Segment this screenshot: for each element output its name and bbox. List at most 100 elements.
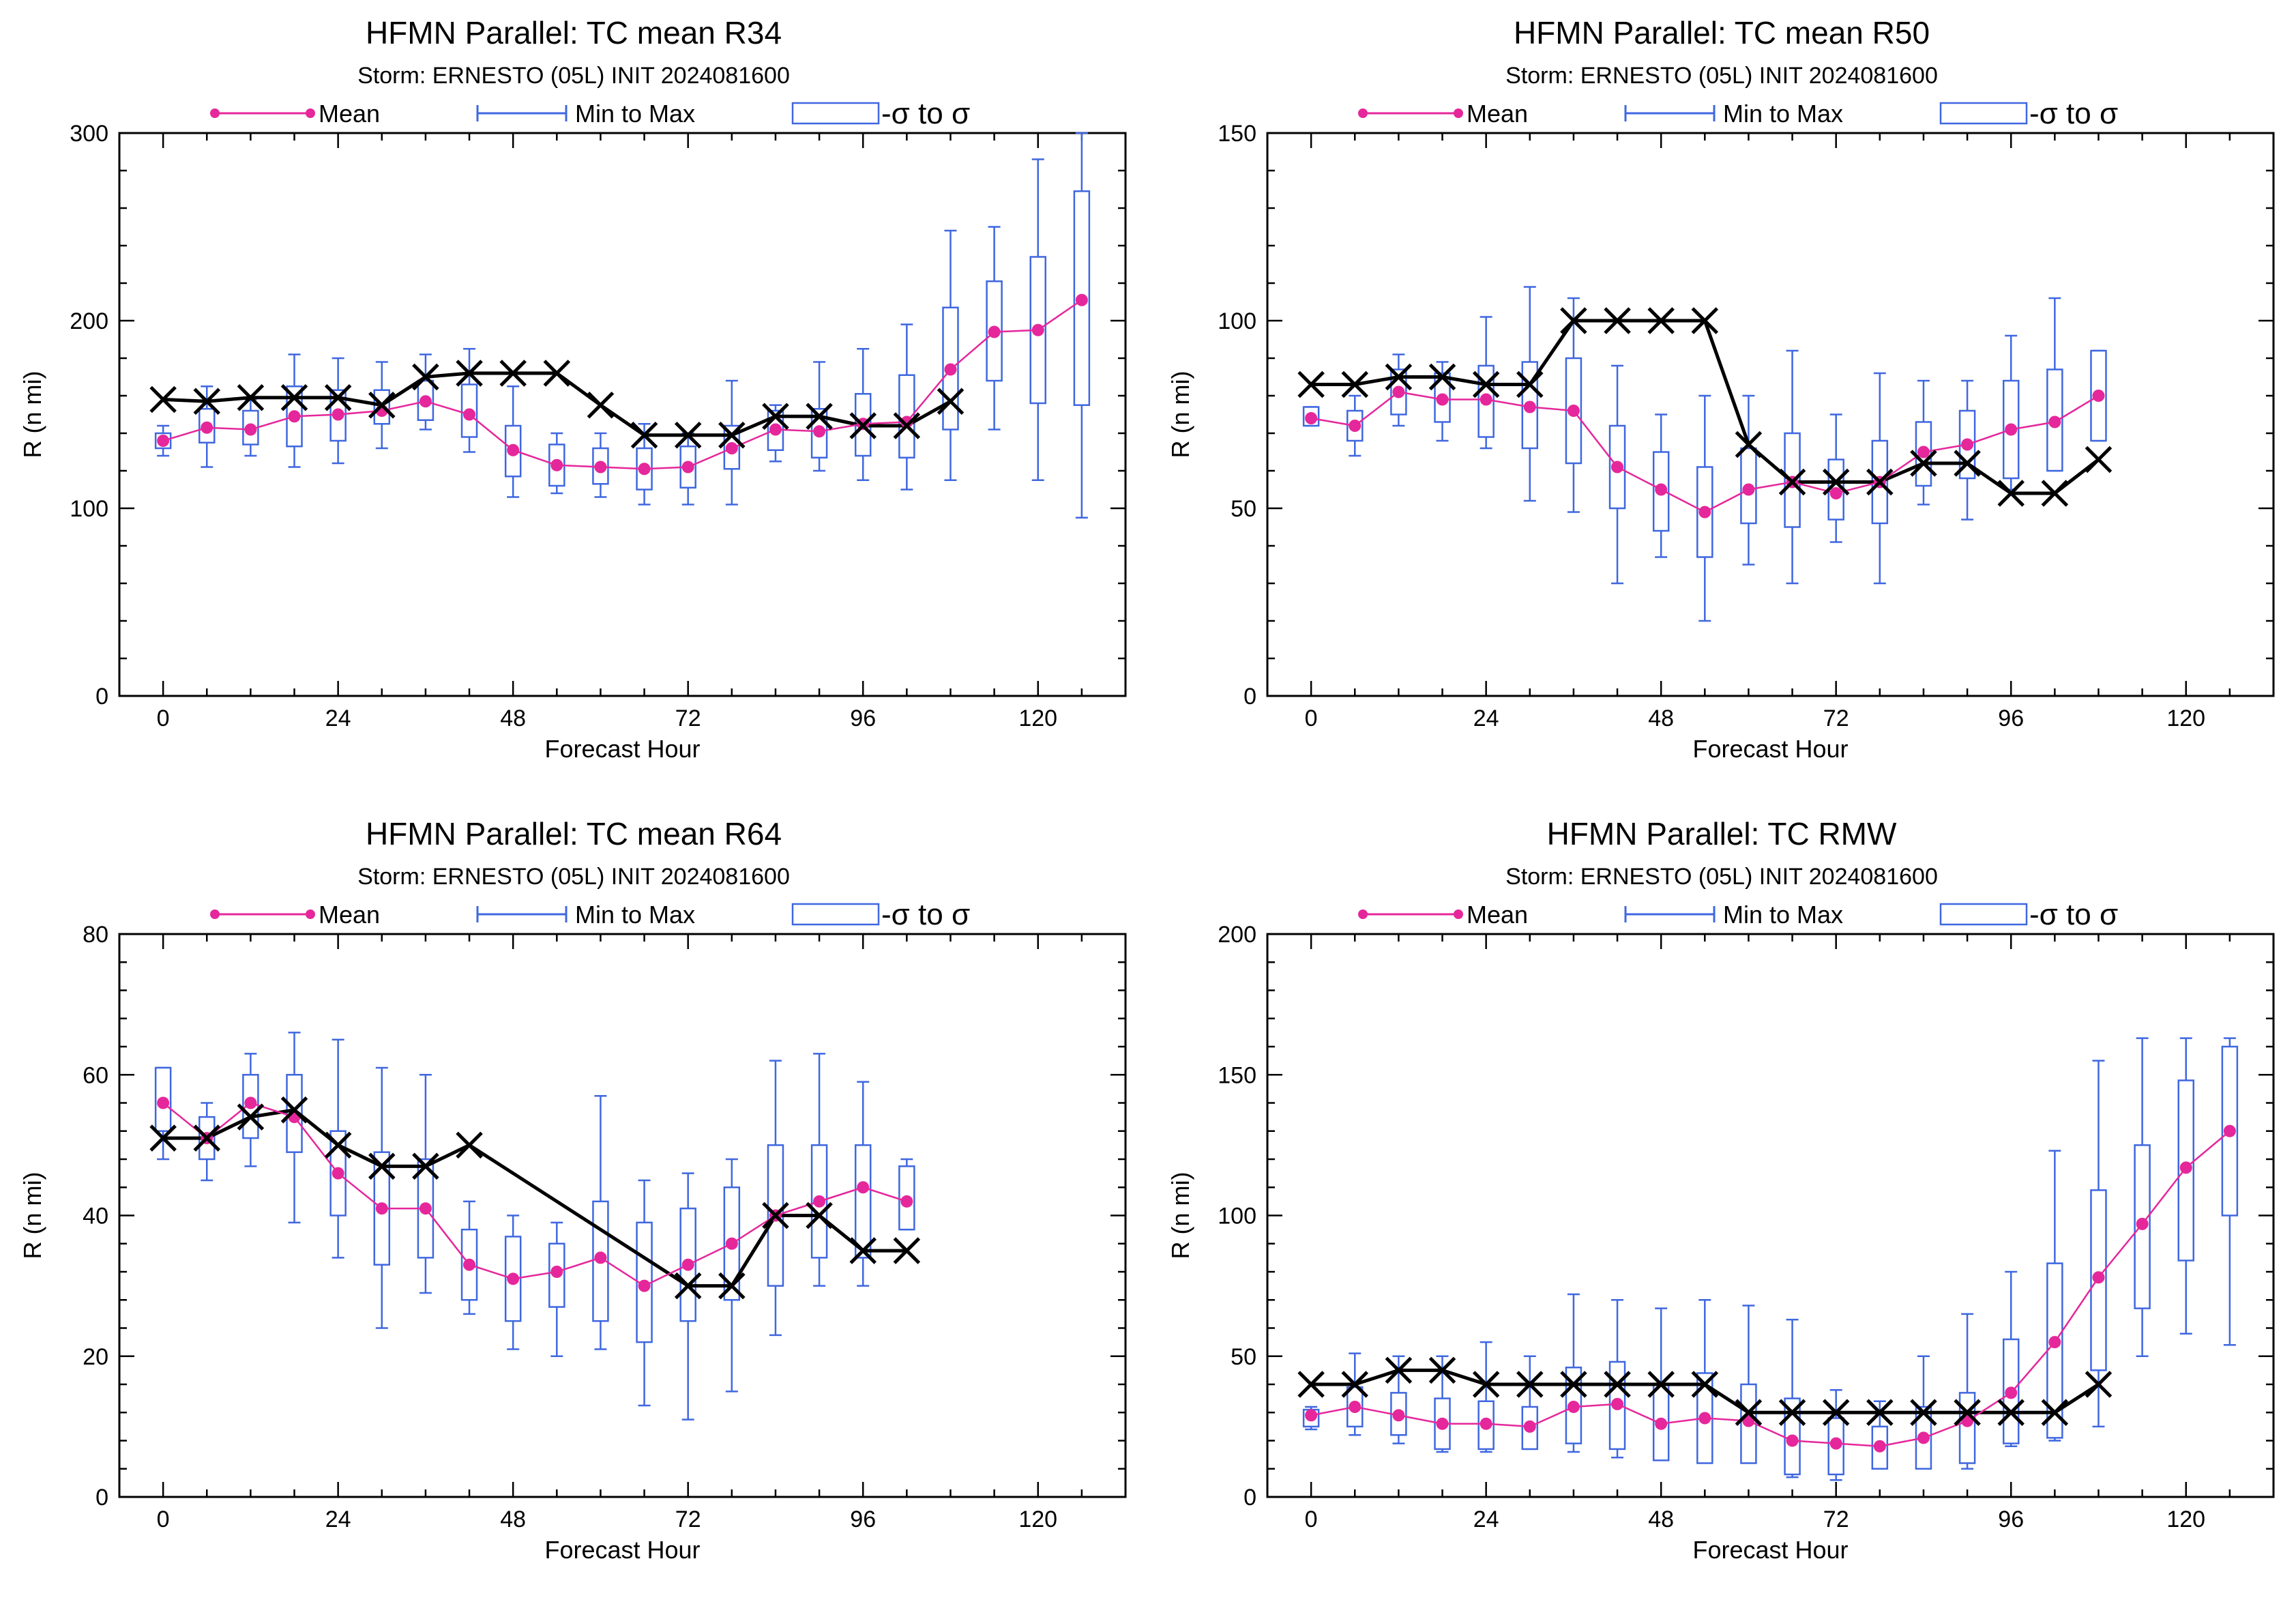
mean-point bbox=[550, 458, 563, 471]
chart-panel-rmw: HFMN Parallel: TC RMW Storm: ERNESTO (05L… bbox=[1148, 801, 2296, 1602]
chart-title: HFMN Parallel: TC mean R64 bbox=[366, 816, 782, 851]
x-tick-label: 96 bbox=[1998, 1506, 2024, 1532]
observed-marker bbox=[237, 383, 265, 411]
x-tick-label: 48 bbox=[500, 1506, 526, 1532]
legend-mean-marker bbox=[1358, 108, 1368, 118]
mean-point bbox=[900, 1195, 913, 1208]
chart-panel-r50: HFMN Parallel: TC mean R50 Storm: ERNESTO… bbox=[1148, 0, 2296, 801]
y-tick-label: 100 bbox=[1218, 308, 1256, 334]
observed-marker bbox=[1735, 431, 1763, 458]
chart-subtitle: Storm: ERNESTO (05L) INIT 2024081600 bbox=[357, 864, 790, 890]
observed-marker bbox=[1647, 1371, 1675, 1398]
observed-marker bbox=[937, 388, 965, 416]
observed-marker bbox=[368, 391, 396, 419]
observed-marker bbox=[893, 1237, 921, 1264]
observed-marker bbox=[1910, 450, 1937, 477]
observed-marker bbox=[543, 360, 571, 387]
y-tick-label: 0 bbox=[95, 1485, 108, 1511]
chart-subtitle: Storm: ERNESTO (05L) INIT 2024081600 bbox=[1505, 63, 1938, 89]
mean-point bbox=[2092, 1271, 2105, 1284]
mean-point bbox=[1698, 506, 1711, 519]
y-tick-label: 50 bbox=[1231, 496, 1256, 522]
y-tick-label: 60 bbox=[83, 1062, 108, 1088]
observed-marker bbox=[762, 1202, 789, 1229]
observed-marker bbox=[1297, 370, 1325, 398]
mean-point bbox=[288, 410, 301, 423]
x-tick-label: 120 bbox=[2166, 705, 2205, 731]
observed-marker bbox=[718, 421, 746, 449]
observed-marker bbox=[1472, 370, 1500, 398]
legend-sigma-box bbox=[1939, 102, 2028, 125]
legend-sigma-label: -σ to σ bbox=[2029, 898, 2118, 931]
y-tick-label: 100 bbox=[70, 496, 108, 522]
x-tick-label: 48 bbox=[500, 705, 526, 731]
x-tick-label: 0 bbox=[157, 705, 170, 731]
plot-frame bbox=[118, 933, 1127, 1498]
legend-minmax-label: Min to Max bbox=[1723, 901, 1843, 929]
mean-point bbox=[769, 423, 782, 436]
observed-marker bbox=[149, 1124, 177, 1152]
mean-point bbox=[1392, 385, 1405, 398]
mean-point bbox=[1655, 1417, 1668, 1430]
mean-point bbox=[1523, 1420, 1536, 1433]
observed-marker bbox=[849, 1237, 877, 1264]
chart-svg-r50: HFMN Parallel: TC mean R50 Storm: ERNESTO… bbox=[1166, 15, 2275, 763]
observed-marker bbox=[893, 412, 921, 439]
legend-sigma-label: -σ to σ bbox=[2029, 97, 2118, 130]
observed-marker bbox=[456, 360, 483, 387]
y-tick-label: 300 bbox=[70, 121, 108, 147]
legend-mean-marker bbox=[210, 108, 220, 118]
observed-marker bbox=[412, 1152, 439, 1180]
x-tick-label: 24 bbox=[1473, 1506, 1499, 1532]
mean-point bbox=[1305, 1409, 1318, 1422]
observed-marker bbox=[1560, 1371, 1587, 1398]
observed-marker bbox=[149, 385, 177, 413]
y-tick-label: 150 bbox=[1218, 1062, 1256, 1088]
mean-point bbox=[463, 1258, 476, 1271]
legend-mean-marker bbox=[210, 909, 220, 919]
mean-point bbox=[944, 363, 957, 376]
chart-title: HFMN Parallel: TC RMW bbox=[1547, 816, 1897, 851]
mean-point bbox=[2136, 1217, 2149, 1230]
y-tick-label: 80 bbox=[83, 922, 108, 948]
mean-point bbox=[1523, 400, 1536, 413]
mean-point bbox=[2048, 416, 2061, 428]
plot-frame bbox=[118, 132, 1127, 697]
mean-point bbox=[638, 463, 651, 476]
observed-marker bbox=[1778, 1399, 1806, 1427]
mean-point bbox=[681, 1258, 694, 1271]
plot-frame bbox=[1266, 132, 2275, 697]
mean-point bbox=[1349, 420, 1362, 432]
observed-line bbox=[163, 1108, 907, 1288]
observed-marker bbox=[1647, 307, 1675, 334]
mean-point bbox=[550, 1266, 563, 1278]
observed-marker bbox=[1385, 1356, 1413, 1384]
mean-line bbox=[162, 1102, 907, 1287]
observed-marker bbox=[412, 363, 439, 391]
mean-line bbox=[162, 299, 1083, 470]
y-tick-label: 150 bbox=[1218, 121, 1256, 147]
mean-point bbox=[1786, 1434, 1799, 1447]
observed-marker bbox=[193, 388, 221, 416]
mean-point bbox=[594, 461, 607, 474]
observed-marker bbox=[1516, 1371, 1544, 1398]
x-axis-label: Forecast Hour bbox=[1692, 1536, 1848, 1564]
legend-mean-label: Mean bbox=[319, 100, 380, 128]
legend-sigma-box bbox=[1939, 903, 2028, 926]
y-tick-label: 0 bbox=[1243, 1485, 1256, 1511]
y-axis-label: R (n mi) bbox=[18, 371, 46, 458]
legend-sigma-box bbox=[791, 903, 880, 926]
x-tick-label: 120 bbox=[2166, 1506, 2205, 1532]
legend-minmax-label: Min to Max bbox=[1723, 100, 1843, 128]
mean-point bbox=[507, 443, 520, 456]
mean-point bbox=[1917, 1431, 1930, 1444]
chart-svg-rmw: HFMN Parallel: TC RMW Storm: ERNESTO (05L… bbox=[1166, 816, 2275, 1564]
observed-marker bbox=[1866, 468, 1894, 496]
x-tick-label: 24 bbox=[1473, 705, 1499, 731]
y-tick-label: 200 bbox=[70, 308, 108, 334]
observed-marker bbox=[280, 1096, 308, 1124]
observed-marker bbox=[2085, 446, 2113, 474]
observed-marker bbox=[630, 421, 658, 449]
y-tick-label: 0 bbox=[95, 684, 108, 710]
mean-point bbox=[1392, 1409, 1405, 1422]
